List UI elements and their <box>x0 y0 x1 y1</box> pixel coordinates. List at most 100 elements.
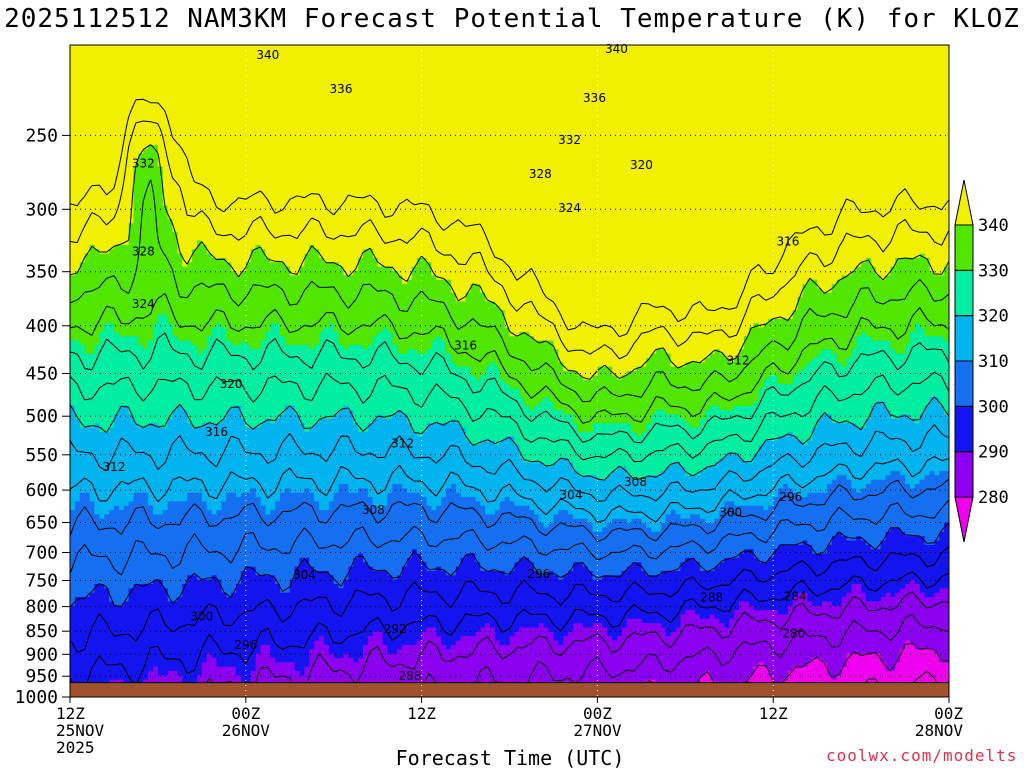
field-cell <box>485 127 491 133</box>
field-cell <box>939 79 945 85</box>
field-cell <box>792 158 799 163</box>
field-cell <box>719 49 725 55</box>
field-cell <box>768 158 774 163</box>
field-cell <box>773 144 779 150</box>
field-cell <box>748 58 755 63</box>
field-cell <box>680 162 686 168</box>
field-cell <box>729 153 735 159</box>
field-cell <box>636 97 642 103</box>
field-cell <box>470 144 476 150</box>
field-cell <box>533 88 540 94</box>
field-cell <box>607 45 613 50</box>
field-cell <box>739 49 745 55</box>
field-cell <box>79 66 86 72</box>
field-cell <box>670 97 677 103</box>
field-cell <box>934 144 940 150</box>
field-cell <box>778 49 784 55</box>
field-cell <box>577 144 584 150</box>
field-cell <box>543 123 550 129</box>
field-cell <box>250 84 257 90</box>
field-cell <box>304 140 310 146</box>
field-cell <box>865 136 872 142</box>
field-cell <box>724 158 730 163</box>
field-cell <box>900 105 906 111</box>
field-cell <box>475 131 481 137</box>
field-cell <box>919 131 926 137</box>
field-cell <box>153 140 159 146</box>
field-cell <box>284 118 291 124</box>
field-cell <box>548 114 555 120</box>
field-cell <box>113 75 120 81</box>
field-cell <box>338 149 345 155</box>
field-cell <box>470 101 476 107</box>
field-cell <box>831 101 838 107</box>
field-cell <box>577 88 584 94</box>
field-cell <box>924 118 931 124</box>
field-cell <box>792 58 799 63</box>
field-cell <box>695 118 701 124</box>
field-cell <box>79 131 86 137</box>
field-cell <box>363 101 369 107</box>
field-cell <box>597 49 603 55</box>
field-cell <box>245 153 252 159</box>
field-cell <box>841 114 848 120</box>
field-cell <box>773 92 779 98</box>
field-cell <box>441 101 447 107</box>
field-cell <box>143 79 149 85</box>
field-cell <box>304 53 310 59</box>
field-cell <box>245 118 252 124</box>
field-cell <box>616 136 623 142</box>
field-cell <box>743 127 750 133</box>
field-cell <box>919 45 926 50</box>
field-cell <box>929 144 935 150</box>
field-cell <box>641 45 647 50</box>
field-cell <box>187 110 193 116</box>
field-cell <box>143 149 149 155</box>
field-cell <box>275 53 281 59</box>
field-cell <box>704 149 711 155</box>
field-cell <box>128 62 135 68</box>
field-cell <box>104 144 110 150</box>
field-cell <box>245 49 252 55</box>
field-cell <box>196 131 203 137</box>
field-cell <box>607 66 613 72</box>
field-cell <box>660 144 667 150</box>
field-cell <box>826 88 833 94</box>
field-cell <box>236 114 242 120</box>
field-cell <box>499 127 506 133</box>
field-cell <box>699 114 706 120</box>
field-cell <box>572 79 579 85</box>
field-cell <box>509 84 515 90</box>
field-cell <box>270 101 276 107</box>
field-cell <box>563 114 569 120</box>
field-cell <box>504 110 511 116</box>
field-cell <box>187 45 193 50</box>
field-cell <box>255 49 262 55</box>
field-cell <box>729 101 735 107</box>
field-cell <box>455 92 462 98</box>
field-cell <box>641 71 647 77</box>
field-cell <box>885 58 891 63</box>
field-cell <box>680 110 686 116</box>
field-cell <box>851 62 857 68</box>
field-cell <box>626 144 633 150</box>
field-cell <box>177 71 183 77</box>
field-cell <box>182 127 188 133</box>
field-cell <box>651 110 657 116</box>
field-cell <box>797 123 804 129</box>
field-cell <box>436 162 442 168</box>
field-cell <box>704 162 711 168</box>
field-cell <box>372 136 379 142</box>
field-cell <box>89 88 96 94</box>
field-cell <box>196 88 203 94</box>
field-cell <box>607 131 613 137</box>
field-cell <box>826 75 833 81</box>
field-cell <box>426 131 432 137</box>
field-cell <box>328 75 335 81</box>
field-cell <box>275 123 281 129</box>
field-cell <box>509 62 515 68</box>
field-cell <box>128 101 135 107</box>
field-cell <box>441 127 447 133</box>
field-cell <box>426 118 432 124</box>
